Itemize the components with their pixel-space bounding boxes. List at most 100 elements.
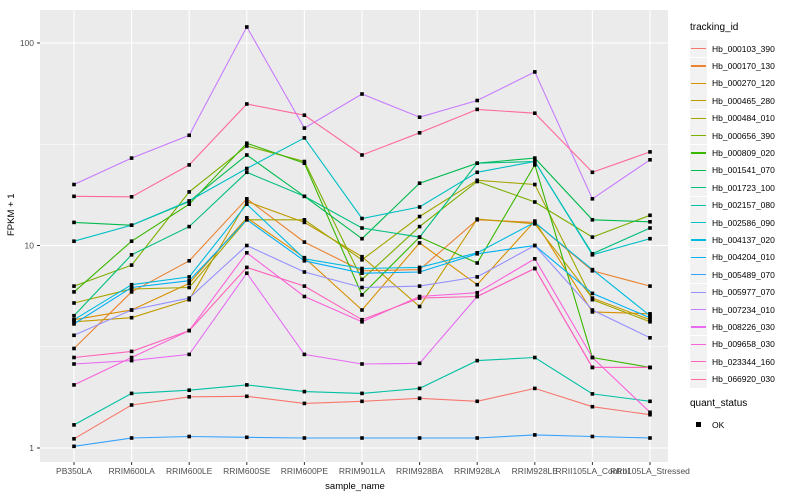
data-point bbox=[129, 349, 134, 354]
data-point bbox=[533, 220, 537, 225]
data-point bbox=[72, 182, 76, 187]
legend-key bbox=[690, 283, 707, 301]
data-point bbox=[417, 224, 422, 229]
data-point bbox=[72, 383, 76, 387]
data-point bbox=[72, 437, 76, 441]
data-point bbox=[533, 433, 537, 437]
data-point bbox=[245, 202, 249, 206]
data-point bbox=[360, 216, 364, 221]
data-point bbox=[187, 190, 191, 194]
data-point bbox=[417, 267, 422, 272]
data-point bbox=[187, 278, 191, 283]
data-point bbox=[417, 436, 422, 440]
data-point bbox=[187, 202, 191, 206]
legend-item-label: Hb_066920_030 bbox=[712, 374, 775, 385]
panel-background bbox=[40, 10, 668, 462]
data-point bbox=[187, 199, 191, 203]
data-point bbox=[590, 310, 595, 314]
data-point bbox=[72, 362, 76, 366]
legend-line-icon bbox=[691, 222, 706, 224]
data-point bbox=[129, 285, 134, 290]
data-point bbox=[302, 401, 307, 406]
data-point bbox=[245, 243, 249, 248]
data-point bbox=[590, 434, 595, 439]
legend-item: Hb_001541_070 bbox=[676, 161, 800, 179]
legend-item: Hb_000484_010 bbox=[676, 109, 800, 127]
data-point bbox=[648, 336, 652, 340]
legend-item-ok: OK bbox=[676, 416, 800, 433]
data-point bbox=[302, 259, 307, 263]
legend-item-label: Hb_002157_080 bbox=[712, 200, 775, 211]
data-point bbox=[533, 70, 537, 74]
ok-key bbox=[690, 416, 707, 433]
data-point bbox=[475, 107, 479, 112]
legend-line-icon bbox=[691, 343, 706, 345]
legend-item: Hb_001723_100 bbox=[676, 179, 800, 197]
data-point bbox=[245, 394, 249, 399]
data-point bbox=[533, 243, 537, 248]
legend-title-tracking-id: tracking_id bbox=[690, 22, 739, 33]
data-point bbox=[129, 403, 134, 407]
data-point bbox=[360, 236, 364, 241]
data-point bbox=[187, 259, 191, 263]
data-point bbox=[72, 317, 76, 322]
data-point bbox=[590, 218, 595, 222]
data-point bbox=[475, 290, 479, 295]
data-point bbox=[360, 269, 364, 273]
data-point bbox=[129, 290, 134, 294]
x-tick-label: RRIM901LA bbox=[339, 466, 386, 476]
legend-item-label: Hb_002586_090 bbox=[712, 217, 775, 228]
data-point bbox=[187, 352, 191, 357]
data-point bbox=[417, 241, 422, 245]
data-point bbox=[417, 181, 422, 185]
data-point bbox=[648, 236, 652, 241]
legend-item: Hb_004204_010 bbox=[676, 248, 800, 266]
data-point bbox=[245, 216, 249, 220]
data-point bbox=[648, 315, 652, 320]
data-point bbox=[187, 224, 191, 229]
data-point bbox=[129, 436, 134, 440]
legend-line-icon bbox=[691, 48, 706, 50]
data-point bbox=[417, 386, 422, 391]
legend-item-label: Hb_000656_390 bbox=[712, 130, 775, 141]
data-point bbox=[360, 308, 364, 312]
data-point bbox=[302, 220, 307, 225]
data-point bbox=[360, 153, 364, 157]
data-point bbox=[648, 320, 652, 324]
legend-item: Hb_000270_120 bbox=[676, 74, 800, 92]
x-tick-label: RRIM600PE bbox=[281, 466, 329, 476]
x-tick-label: RRIM600LA bbox=[108, 466, 155, 476]
data-point bbox=[417, 396, 422, 401]
data-point bbox=[360, 362, 364, 366]
data-point bbox=[72, 346, 76, 351]
data-point bbox=[648, 284, 652, 288]
legend-item: Hb_005977_070 bbox=[676, 283, 800, 301]
legend-key bbox=[690, 231, 707, 249]
legend-item: Hb_004137_020 bbox=[676, 231, 800, 249]
legend-item: Hb_000103_390 bbox=[676, 40, 800, 58]
data-point bbox=[648, 312, 652, 316]
legend-line-icon bbox=[691, 291, 706, 293]
x-tick-label: RRIM928LE bbox=[512, 466, 559, 476]
data-point bbox=[360, 254, 364, 259]
legend-item-label: Hb_009658_030 bbox=[712, 339, 775, 350]
data-point bbox=[475, 436, 479, 440]
data-point bbox=[360, 293, 364, 297]
data-point bbox=[129, 282, 134, 287]
legend-item-label: Hb_000103_390 bbox=[712, 43, 775, 54]
x-tick-label: RRII105LA_Stressed bbox=[610, 466, 690, 476]
data-point bbox=[590, 253, 595, 257]
data-point bbox=[417, 235, 422, 239]
legend-key bbox=[690, 92, 707, 110]
data-point bbox=[187, 388, 191, 392]
data-point bbox=[129, 253, 134, 257]
data-point bbox=[475, 98, 479, 103]
legend-line-icon bbox=[691, 169, 706, 172]
data-point bbox=[187, 281, 191, 286]
legend-item-label: Hb_000809_020 bbox=[712, 148, 775, 159]
data-point bbox=[475, 261, 479, 265]
data-point bbox=[360, 277, 364, 282]
data-point bbox=[302, 389, 307, 394]
